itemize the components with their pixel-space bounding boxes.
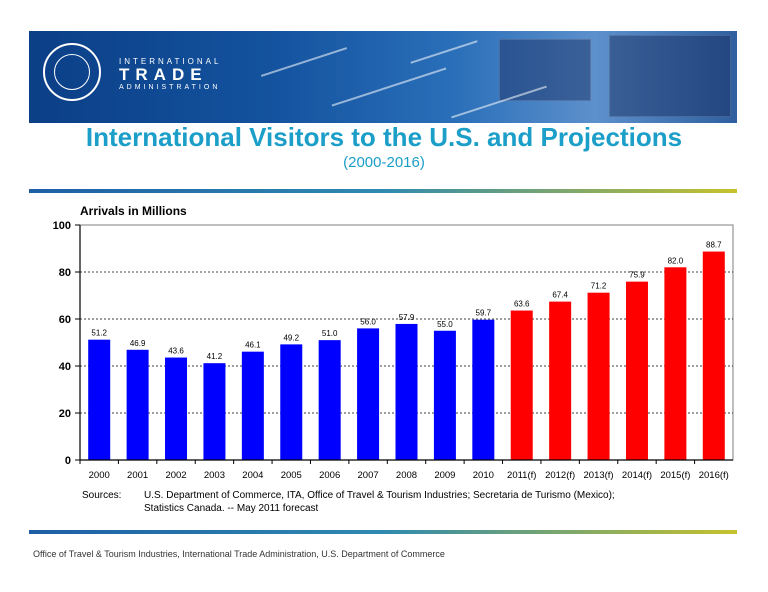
bar-value-label: 43.6 bbox=[168, 347, 184, 356]
bar-value-label: 41.2 bbox=[207, 352, 223, 361]
x-tick-label: 2006 bbox=[319, 470, 340, 481]
footer-text: Office of Travel & Tourism Industries, I… bbox=[33, 549, 445, 559]
bar bbox=[664, 267, 687, 460]
x-tick-label: 2012(f) bbox=[545, 470, 575, 481]
banner-decoration bbox=[499, 39, 591, 101]
x-tick-label: 2001 bbox=[127, 470, 148, 481]
bar bbox=[472, 319, 495, 460]
bar-value-label: 51.0 bbox=[322, 329, 338, 338]
bar-value-label: 46.1 bbox=[245, 341, 261, 350]
bar bbox=[318, 340, 341, 460]
header-banner: INTERNATIONAL TRADE ADMINISTRATION bbox=[29, 31, 737, 123]
bar-value-label: 75.9 bbox=[629, 271, 645, 280]
x-tick-label: 2016(f) bbox=[699, 470, 729, 481]
banner-decoration bbox=[609, 35, 731, 117]
y-tick-label: 100 bbox=[53, 220, 71, 232]
bar bbox=[587, 292, 610, 460]
top-divider bbox=[29, 189, 737, 193]
bar bbox=[395, 323, 418, 460]
x-tick-label: 2003 bbox=[204, 470, 225, 481]
bar bbox=[549, 301, 572, 460]
y-axis: 0 20 40 60 80 100 bbox=[53, 220, 81, 467]
y-tick-label: 60 bbox=[59, 314, 71, 326]
bar bbox=[357, 328, 380, 460]
bar-value-label: 71.2 bbox=[591, 282, 607, 291]
bar-value-label: 63.6 bbox=[514, 300, 530, 309]
bar bbox=[126, 349, 149, 460]
x-tick-label: 2009 bbox=[434, 470, 455, 481]
sources-line1: U.S. Department of Commerce, ITA, Office… bbox=[144, 490, 615, 501]
agency-line2: TRADE bbox=[119, 65, 208, 84]
bottom-divider bbox=[29, 530, 737, 534]
bar-value-label: 67.4 bbox=[552, 291, 568, 300]
data-labels: 51.2 46.9 43.6 41.2 46.1 49.2 51.0 56.0 57.9 55.0… bbox=[91, 241, 722, 362]
x-tick-label: 2005 bbox=[281, 470, 302, 481]
x-tick-label: 2014(f) bbox=[622, 470, 652, 481]
bar bbox=[702, 251, 725, 460]
bar-value-label: 55.0 bbox=[437, 320, 453, 329]
bar bbox=[510, 310, 533, 460]
x-tick-label: 2013(f) bbox=[584, 470, 614, 481]
bar bbox=[433, 330, 456, 460]
bar bbox=[88, 339, 111, 460]
sources-line2: Statistics Canada. -- May 2011 forecast bbox=[144, 503, 319, 514]
bar bbox=[241, 351, 264, 460]
page-subtitle: (2000-2016) bbox=[343, 154, 425, 171]
sources-label: Sources: bbox=[82, 490, 122, 501]
commerce-seal-icon bbox=[43, 43, 101, 101]
bar-value-label: 46.9 bbox=[130, 339, 146, 348]
agency-line3: ADMINISTRATION bbox=[119, 84, 221, 91]
x-tick-label: 2000 bbox=[89, 470, 110, 481]
x-tick-label: 2008 bbox=[396, 470, 417, 481]
bar-value-label: 88.7 bbox=[706, 241, 722, 250]
bar bbox=[625, 281, 648, 460]
x-axis: 2000 2001 2002 2003 2004 2005 2006 2007 2008 2009… bbox=[79, 459, 733, 481]
bar bbox=[280, 344, 303, 460]
y-tick-label: 20 bbox=[59, 408, 71, 420]
x-tick-label: 2010 bbox=[473, 470, 494, 481]
chart-title: Arrivals in Millions bbox=[80, 204, 187, 218]
bar-value-label: 57.9 bbox=[399, 313, 415, 322]
x-tick-label: 2002 bbox=[165, 470, 186, 481]
y-tick-label: 80 bbox=[59, 267, 71, 279]
bar-value-label: 59.7 bbox=[476, 309, 492, 318]
gridlines bbox=[80, 271, 733, 414]
x-tick-label: 2011(f) bbox=[507, 470, 536, 481]
bar bbox=[203, 363, 226, 460]
agency-logo: INTERNATIONAL TRADE ADMINISTRATION bbox=[119, 57, 221, 91]
y-tick-label: 40 bbox=[59, 361, 71, 373]
x-tick-label: 2004 bbox=[242, 470, 263, 481]
bar bbox=[165, 357, 188, 460]
bars bbox=[88, 251, 725, 460]
bar-value-label: 82.0 bbox=[668, 256, 684, 265]
bar-value-label: 49.2 bbox=[283, 333, 299, 342]
bar-value-label: 56.0 bbox=[360, 317, 376, 326]
x-tick-label: 2015(f) bbox=[660, 470, 690, 481]
y-tick-label: 0 bbox=[65, 455, 71, 467]
page-title: International Visitors to the U.S. and P… bbox=[85, 122, 683, 152]
x-tick-label: 2007 bbox=[358, 470, 379, 481]
bar-value-label: 51.2 bbox=[91, 329, 107, 338]
agency-line1: INTERNATIONAL bbox=[119, 57, 222, 66]
